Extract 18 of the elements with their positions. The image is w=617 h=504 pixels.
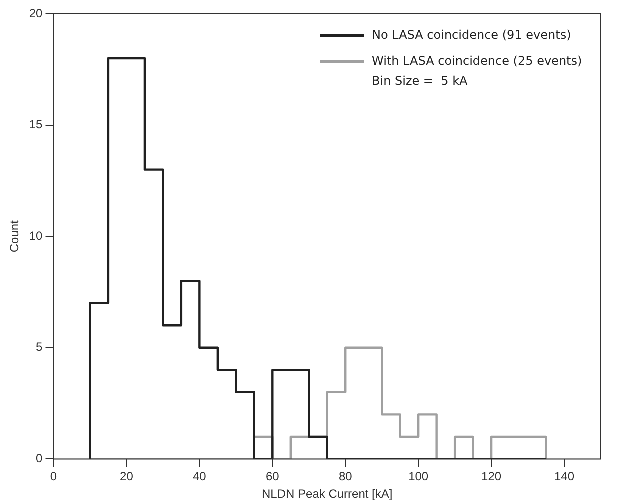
y-tick-label: 20: [29, 6, 44, 20]
x-tick-label: 140: [554, 470, 575, 484]
x-tick-label: 80: [338, 470, 353, 484]
x-tick-label: 20: [120, 470, 134, 484]
y-tick-label: 10: [29, 228, 44, 243]
y-tick-label: 0: [36, 452, 44, 466]
x-tick-label: 60: [266, 470, 280, 484]
y-tick-label: 15: [29, 118, 44, 132]
x-tick-label: 120: [482, 470, 502, 484]
x-tick-label: 40: [193, 470, 207, 484]
x-tick-label: 0: [50, 470, 58, 484]
legend-label: With LASA coincidence (25 events): [372, 54, 582, 68]
legend-label: No LASA coincidence (91 events): [372, 28, 572, 42]
x-axis-title: NLDN Peak Current [kA]: [262, 487, 393, 502]
y-axis-title: Count: [8, 220, 22, 253]
annotation: Bin Size = 5 kA: [372, 74, 468, 88]
x-tick-label: 100: [408, 470, 429, 484]
y-tick-label: 5: [36, 340, 44, 354]
